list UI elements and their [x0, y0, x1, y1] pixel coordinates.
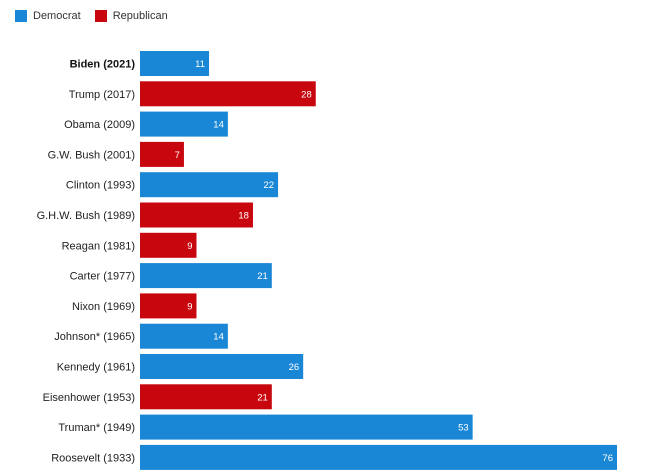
- category-label: Biden (2021): [70, 59, 136, 71]
- category-label: Nixon (1969): [72, 301, 135, 313]
- value-label: 11: [195, 59, 205, 70]
- value-label: 14: [213, 120, 224, 131]
- legend-label-republican: Republican: [112, 10, 168, 22]
- value-label: 9: [187, 301, 192, 312]
- category-label: Reagan (1981): [62, 240, 135, 252]
- bar-2[interactable]: [140, 111, 228, 137]
- value-label: 26: [289, 362, 300, 373]
- category-label: Clinton (1993): [66, 180, 135, 192]
- category-label: G.H.W. Bush (1989): [37, 210, 135, 222]
- category-label: Carter (1977): [70, 271, 135, 283]
- value-label: 53: [458, 423, 469, 434]
- value-label: 18: [238, 211, 249, 222]
- chart-legend: Democrat Republican: [15, 8, 182, 24]
- bar-1[interactable]: [140, 81, 316, 107]
- bar-13[interactable]: [140, 444, 617, 470]
- category-label: Obama (2009): [64, 119, 135, 131]
- category-label: Roosevelt (1933): [51, 452, 135, 464]
- value-label: 28: [301, 89, 312, 100]
- value-label: 7: [175, 150, 180, 161]
- value-label: 22: [264, 180, 275, 191]
- category-label: Eisenhower (1953): [43, 392, 135, 404]
- legend-swatch-democrat: [15, 10, 27, 22]
- category-label: G.W. Bush (2001): [48, 149, 135, 161]
- legend-swatch-republican: [94, 10, 107, 22]
- bar-5[interactable]: [140, 202, 253, 228]
- legend-label-democrat: Democrat: [33, 10, 81, 22]
- category-label: Trump (2017): [69, 89, 135, 101]
- category-label: Truman* (1949): [58, 422, 135, 434]
- bar-0[interactable]: [140, 51, 210, 76]
- bar-7[interactable]: [140, 263, 272, 289]
- bar-6[interactable]: [140, 232, 197, 258]
- legend-item-democrat[interactable]: Democrat: [15, 10, 81, 22]
- bar-3[interactable]: [140, 141, 184, 167]
- value-label: 14: [213, 332, 224, 343]
- value-label: 76: [602, 453, 613, 464]
- bar-4[interactable]: [140, 172, 279, 198]
- bar-11[interactable]: [140, 384, 272, 410]
- bar-10[interactable]: [140, 354, 304, 379]
- bar-9[interactable]: [140, 323, 228, 349]
- value-label: 21: [257, 271, 268, 282]
- legend-item-republican[interactable]: Republican: [94, 10, 168, 22]
- bar-12[interactable]: [140, 414, 473, 440]
- value-label: 9: [187, 241, 192, 252]
- category-label: Johnson* (1965): [54, 331, 135, 343]
- value-label: 21: [257, 392, 268, 403]
- category-label: Kennedy (1961): [57, 362, 135, 374]
- bar-8[interactable]: [140, 293, 197, 319]
